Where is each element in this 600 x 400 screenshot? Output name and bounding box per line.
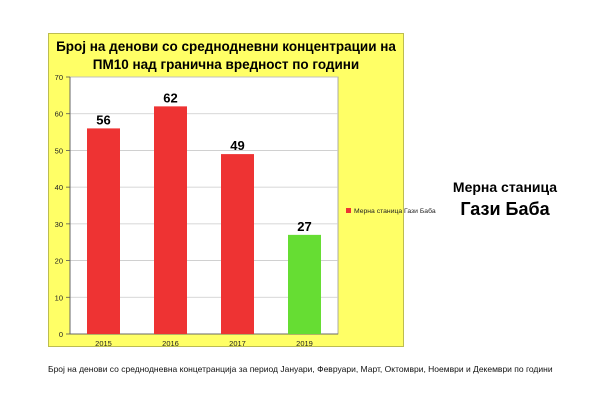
x-tick-label-2019: 2019 [296, 339, 313, 348]
y-tick-label: 30 [55, 220, 63, 229]
station-title: Мерна станица Гази Баба [420, 178, 590, 222]
legend-label: Мерна станица Гази Баба [354, 207, 436, 215]
y-tick-label: 0 [59, 330, 63, 339]
data-label-2019: 27 [297, 219, 311, 234]
chart-title-line-2: ПМ10 над гранична вредност по години [92, 57, 360, 72]
x-tick-label-2017: 2017 [229, 339, 246, 348]
chart-title-line-1: Број на денови со средноднeвни концентра… [56, 39, 396, 54]
y-tick-label: 70 [55, 73, 63, 82]
data-label-2015: 56 [96, 112, 110, 127]
chart-title: Број на денови со средноднeвни концентра… [48, 38, 404, 74]
x-tick-label-2016: 2016 [162, 339, 179, 348]
bar-2017 [221, 154, 254, 334]
bar-2015 [87, 128, 120, 334]
y-tick-label: 60 [55, 110, 63, 119]
station-title-line-1: Мерна станица [452, 179, 558, 195]
legend-swatch [346, 208, 351, 213]
chart-caption: Број на денови со средноднeвна концетран… [48, 364, 553, 374]
data-label-2017: 49 [230, 138, 244, 153]
bar-2019 [288, 234, 321, 334]
y-tick-label: 20 [55, 257, 63, 266]
y-tick-label: 10 [55, 293, 63, 302]
y-tick-label: 50 [55, 146, 63, 155]
y-tick-label: 40 [55, 183, 63, 192]
x-tick-label-2015: 2015 [95, 339, 112, 348]
data-label-2016: 62 [163, 90, 177, 105]
bar-2016 [154, 106, 187, 334]
station-title-line-2: Гази Баба [460, 199, 550, 219]
